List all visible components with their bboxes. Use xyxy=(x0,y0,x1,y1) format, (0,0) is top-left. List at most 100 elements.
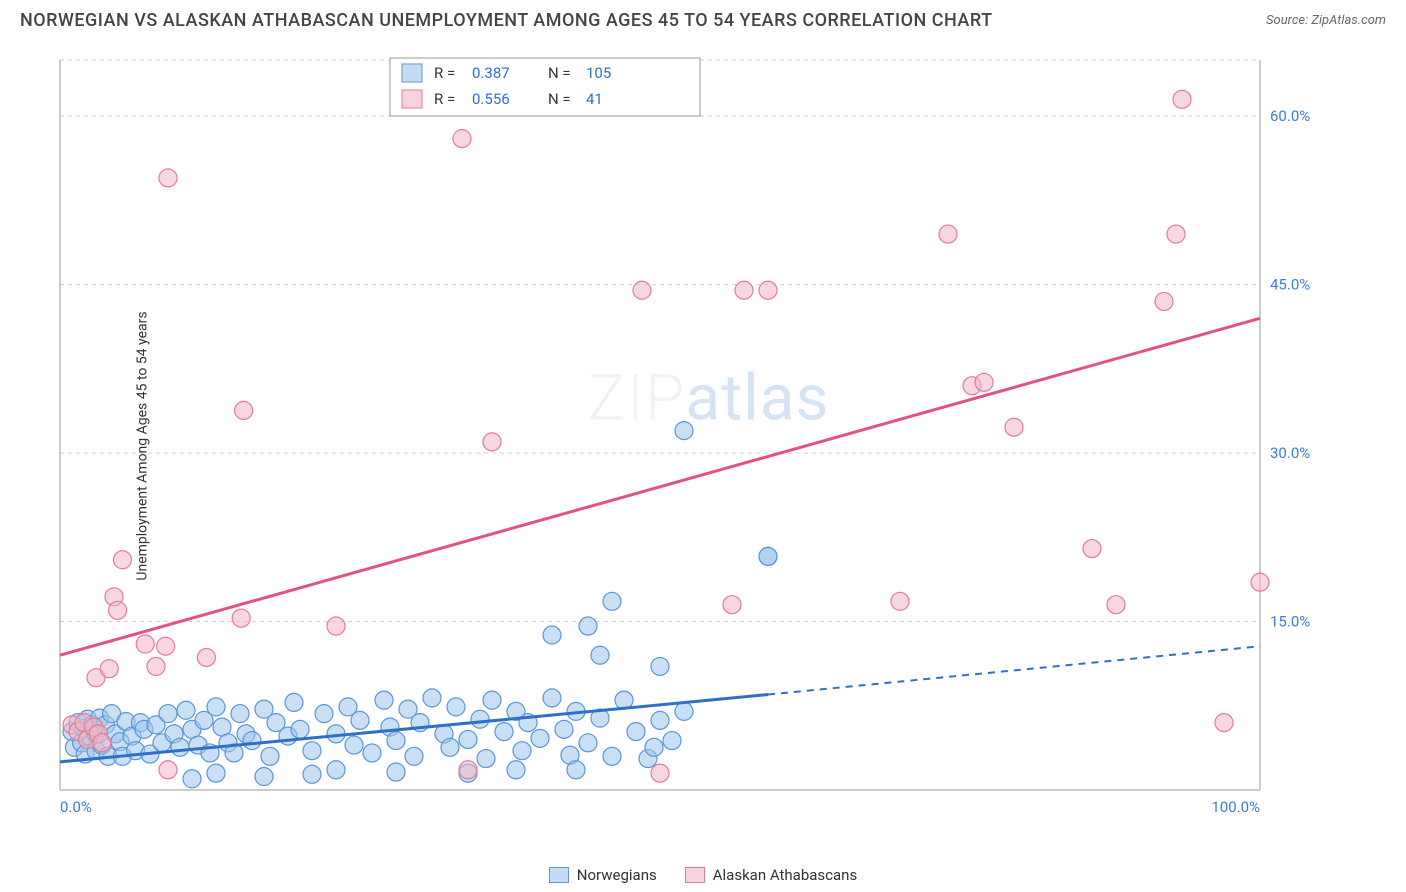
data-point xyxy=(1005,418,1023,436)
data-point xyxy=(109,601,127,619)
legend-label: Alaskan Athabascans xyxy=(713,866,857,884)
data-point xyxy=(183,770,201,788)
data-point xyxy=(651,657,669,675)
data-point xyxy=(100,660,118,678)
trendline-norwegians-extended xyxy=(768,646,1260,694)
legend-n-label: N = xyxy=(548,90,571,108)
data-point xyxy=(285,693,303,711)
data-point xyxy=(113,551,131,569)
data-point xyxy=(387,732,405,750)
data-point xyxy=(663,732,681,750)
data-point xyxy=(171,738,189,756)
data-point xyxy=(423,689,441,707)
data-point xyxy=(255,768,273,786)
data-point xyxy=(1083,540,1101,558)
data-point xyxy=(447,698,465,716)
legend-n-value: 41 xyxy=(586,90,603,108)
x-tick-label: 0.0% xyxy=(60,798,92,816)
swatch-athabascans xyxy=(685,867,705,883)
legend-r-value: 0.387 xyxy=(472,64,510,82)
data-point xyxy=(507,761,525,779)
data-point xyxy=(513,742,531,760)
data-point xyxy=(1167,225,1185,243)
data-point xyxy=(157,637,175,655)
data-point xyxy=(651,711,669,729)
data-point xyxy=(315,705,333,723)
data-point xyxy=(939,225,957,243)
data-point xyxy=(675,422,693,440)
scatter-chart: ZIPatlas15.0%30.0%45.0%60.0%0.0%100.0%R … xyxy=(50,50,1330,820)
data-point xyxy=(603,592,621,610)
data-point xyxy=(471,710,489,728)
legend-r-label: R = xyxy=(434,64,455,82)
data-point xyxy=(459,730,477,748)
data-point xyxy=(495,723,513,741)
data-point xyxy=(759,281,777,299)
data-point xyxy=(675,702,693,720)
y-tick-label: 30.0% xyxy=(1270,444,1310,462)
data-point xyxy=(591,646,609,664)
title-bar: NORWEGIAN VS ALASKAN ATHABASCAN UNEMPLOY… xyxy=(0,0,1406,37)
data-point xyxy=(291,720,309,738)
data-point xyxy=(147,657,165,675)
legend-n-label: N = xyxy=(548,64,571,82)
data-point xyxy=(197,648,215,666)
plot-area: ZIPatlas15.0%30.0%45.0%60.0%0.0%100.0%R … xyxy=(50,50,1386,852)
legend-label: Norwegians xyxy=(577,866,657,884)
data-point xyxy=(351,711,369,729)
data-point xyxy=(453,130,471,148)
data-point xyxy=(627,723,645,741)
data-point xyxy=(93,734,111,752)
data-point xyxy=(303,765,321,783)
chart-title: NORWEGIAN VS ALASKAN ATHABASCAN UNEMPLOY… xyxy=(20,10,993,31)
y-tick-label: 15.0% xyxy=(1270,613,1310,631)
data-point xyxy=(159,761,177,779)
data-point xyxy=(603,747,621,765)
data-point xyxy=(232,609,250,627)
data-point xyxy=(555,720,573,738)
data-point xyxy=(567,761,585,779)
data-point xyxy=(735,281,753,299)
data-point xyxy=(975,373,993,391)
data-point xyxy=(477,750,495,768)
data-point xyxy=(136,635,154,653)
legend-n-value: 105 xyxy=(586,64,611,82)
legend-swatch xyxy=(402,90,422,108)
data-point xyxy=(633,281,651,299)
data-point xyxy=(159,705,177,723)
data-point xyxy=(159,169,177,187)
swatch-norwegians xyxy=(549,867,569,883)
y-tick-label: 45.0% xyxy=(1270,276,1310,294)
data-point xyxy=(759,547,777,565)
data-point xyxy=(1251,573,1269,591)
data-point xyxy=(543,626,561,644)
data-point xyxy=(207,764,225,782)
data-point xyxy=(891,592,909,610)
data-point xyxy=(387,763,405,781)
data-point xyxy=(459,761,477,779)
legend-bottom: Norwegians Alaskan Athabascans xyxy=(0,866,1406,884)
data-point xyxy=(1173,90,1191,108)
data-point xyxy=(363,744,381,762)
data-point xyxy=(1215,714,1233,732)
data-point xyxy=(483,691,501,709)
data-point xyxy=(303,742,321,760)
data-point xyxy=(441,738,459,756)
data-point xyxy=(723,596,741,614)
data-point xyxy=(1155,292,1173,310)
x-tick-label: 100.0% xyxy=(1211,798,1260,816)
data-point xyxy=(543,689,561,707)
data-point xyxy=(645,738,663,756)
data-point xyxy=(405,747,423,765)
data-point xyxy=(235,401,253,419)
data-point xyxy=(327,617,345,635)
data-point xyxy=(483,433,501,451)
y-tick-label: 60.0% xyxy=(1270,107,1310,125)
data-point xyxy=(327,761,345,779)
data-point xyxy=(177,701,195,719)
data-point xyxy=(231,705,249,723)
legend-item-norwegians: Norwegians xyxy=(549,866,657,884)
legend-r-value: 0.556 xyxy=(472,90,510,108)
legend-item-athabascans: Alaskan Athabascans xyxy=(685,866,857,884)
data-point xyxy=(651,764,669,782)
